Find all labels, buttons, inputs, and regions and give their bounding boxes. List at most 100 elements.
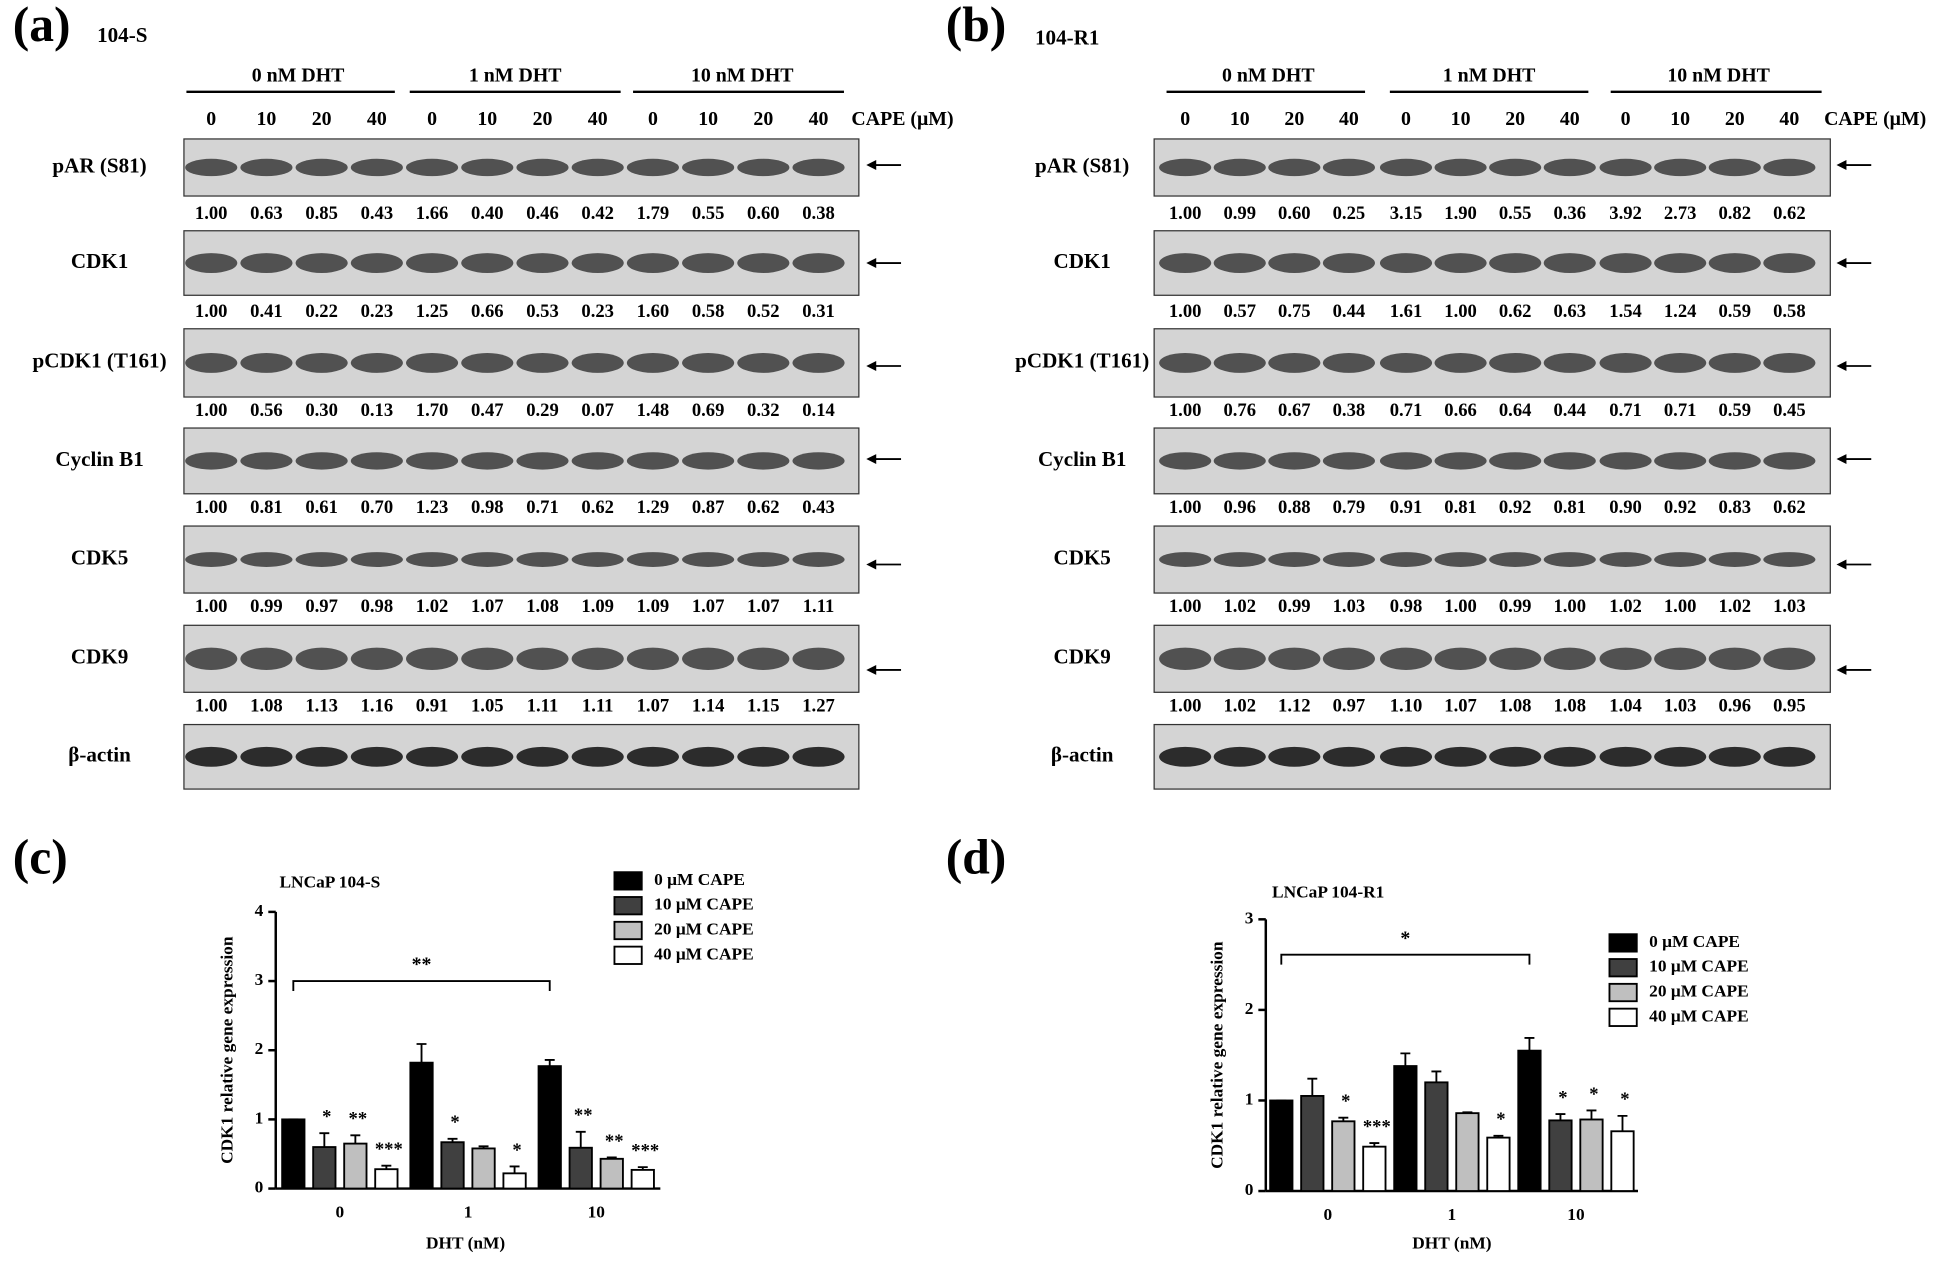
y-tick-label: 3 bbox=[255, 970, 264, 989]
band bbox=[1159, 647, 1212, 670]
quantification: 0.83 bbox=[1718, 497, 1751, 518]
quantification: 1.07 bbox=[637, 695, 670, 716]
band bbox=[1159, 452, 1212, 470]
band bbox=[1159, 158, 1212, 177]
error-bar bbox=[1524, 1037, 1535, 1051]
bar bbox=[1269, 1099, 1294, 1192]
band bbox=[1654, 352, 1707, 373]
group-header: 10 nM DHT bbox=[1667, 64, 1770, 86]
band bbox=[737, 647, 790, 670]
y-axis-label: CDK1 relative gene expression bbox=[1208, 941, 1227, 1169]
quantification: 0.58 bbox=[1773, 301, 1806, 322]
quantification: 1.00 bbox=[1169, 301, 1202, 322]
group-header: 1 nM DHT bbox=[469, 64, 562, 86]
error-bar bbox=[1555, 1113, 1566, 1121]
row-label: Cyclin B1 bbox=[1038, 447, 1126, 471]
band bbox=[1489, 647, 1542, 670]
quantification: 1.66 bbox=[416, 203, 449, 224]
dose-label: 40 bbox=[1560, 108, 1580, 130]
quantification: 1.00 bbox=[1169, 203, 1202, 224]
dose-label: 0 bbox=[648, 108, 658, 130]
band bbox=[737, 452, 790, 470]
band bbox=[626, 352, 679, 373]
quantification: 0.62 bbox=[747, 497, 780, 518]
band bbox=[240, 452, 293, 470]
bar bbox=[1579, 1118, 1604, 1192]
quantification: 1.00 bbox=[195, 497, 228, 518]
dose-label: 0 bbox=[1401, 108, 1411, 130]
chart-title: LNCaP 104-R1 bbox=[1272, 882, 1384, 901]
band bbox=[1213, 253, 1266, 273]
significance-label: *** bbox=[1363, 1116, 1391, 1137]
band bbox=[350, 158, 403, 177]
band bbox=[1379, 552, 1433, 567]
band bbox=[682, 746, 735, 767]
quantification: 0.13 bbox=[361, 400, 394, 421]
band bbox=[295, 552, 348, 567]
quantification: 0.81 bbox=[250, 497, 283, 518]
quantification: 0.66 bbox=[1444, 400, 1477, 421]
quantification: 1.07 bbox=[692, 596, 725, 617]
band bbox=[737, 253, 790, 273]
panel-label: (d) bbox=[946, 830, 1007, 885]
band bbox=[1763, 253, 1816, 273]
significance-label: * bbox=[1620, 1089, 1629, 1110]
bar bbox=[1362, 1145, 1387, 1192]
dose-label: 10 bbox=[698, 108, 718, 130]
legend-label: 0 μM CAPE bbox=[654, 870, 745, 889]
quantification: 0.85 bbox=[305, 203, 338, 224]
band bbox=[1599, 746, 1652, 767]
quantification: 1.00 bbox=[1664, 596, 1697, 617]
quantification: 1.16 bbox=[361, 695, 394, 716]
band bbox=[1763, 352, 1816, 373]
quantification: 0.47 bbox=[471, 400, 504, 421]
band bbox=[1213, 746, 1266, 767]
band bbox=[571, 552, 624, 567]
quantification: 1.27 bbox=[802, 695, 835, 716]
quantification: 1.04 bbox=[1609, 695, 1642, 716]
row-label: Cyclin B1 bbox=[55, 447, 143, 471]
band bbox=[1708, 552, 1761, 567]
quantification: 1.15 bbox=[747, 695, 780, 716]
significance-label: * bbox=[512, 1140, 521, 1161]
significance-label: *** bbox=[631, 1140, 659, 1161]
band bbox=[1268, 253, 1321, 273]
dose-label: 10 bbox=[1451, 108, 1471, 130]
quantification: 0.42 bbox=[581, 203, 614, 224]
arrow-head bbox=[1836, 258, 1847, 268]
band bbox=[240, 352, 293, 373]
y-tick-label: 1 bbox=[1245, 1089, 1254, 1108]
band bbox=[1654, 647, 1707, 670]
quantification: 1.02 bbox=[1609, 596, 1642, 617]
quantification: 1.61 bbox=[1390, 301, 1423, 322]
bracket-label: ** bbox=[412, 954, 432, 976]
quantification: 0.99 bbox=[250, 596, 283, 617]
band bbox=[571, 452, 624, 470]
band bbox=[295, 746, 348, 767]
band bbox=[626, 158, 679, 177]
quantification: 1.11 bbox=[803, 596, 835, 617]
quantification: 1.00 bbox=[1444, 596, 1477, 617]
x-tick-label: 10 bbox=[1567, 1205, 1585, 1224]
quantification: 1.29 bbox=[637, 497, 670, 518]
quantification: 0.58 bbox=[692, 301, 725, 322]
quantification: 1.03 bbox=[1773, 596, 1806, 617]
quantification: 1.13 bbox=[305, 695, 338, 716]
quantification: 1.60 bbox=[637, 301, 670, 322]
band bbox=[1489, 552, 1542, 567]
band bbox=[682, 352, 735, 373]
quantification: 0.07 bbox=[581, 400, 614, 421]
bar bbox=[409, 1061, 434, 1190]
panel-label: (a) bbox=[13, 0, 71, 52]
band bbox=[185, 352, 238, 373]
band bbox=[1268, 158, 1321, 177]
bar bbox=[1517, 1049, 1542, 1192]
band bbox=[1763, 552, 1816, 567]
band bbox=[737, 158, 790, 177]
quantification: 0.97 bbox=[305, 596, 338, 617]
dose-label: 10 bbox=[257, 108, 277, 130]
arrow-head bbox=[1836, 454, 1847, 465]
bar bbox=[312, 1146, 337, 1190]
error-bar bbox=[1369, 1142, 1380, 1147]
dose-label: 0 bbox=[1621, 108, 1631, 130]
